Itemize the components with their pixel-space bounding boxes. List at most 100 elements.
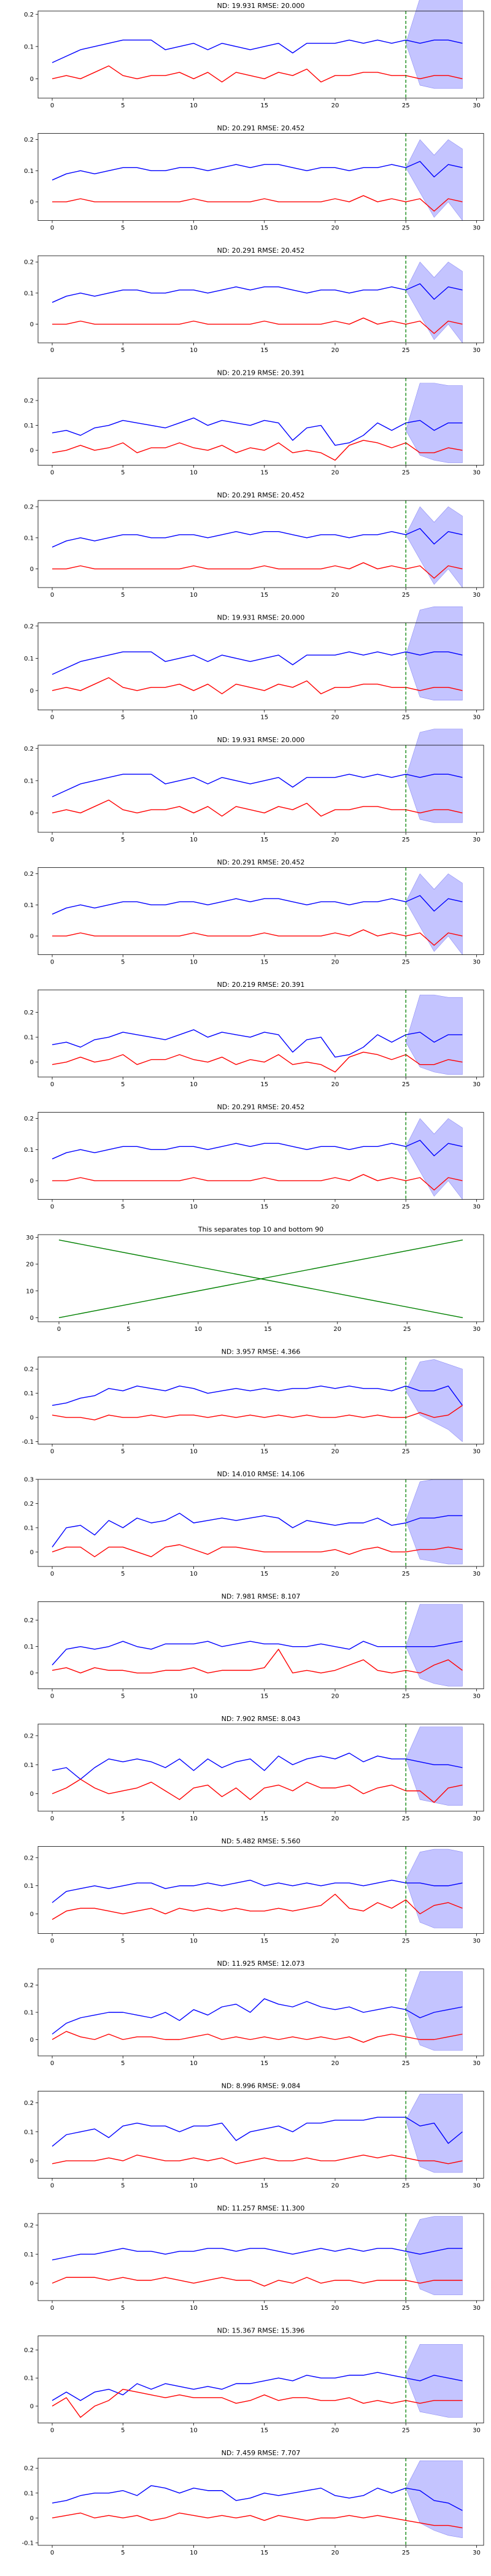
- series-line-primary: [52, 773, 463, 797]
- y-tick-label: 0: [30, 2158, 34, 2165]
- y-tick-label: 0.2: [24, 137, 34, 144]
- y-tick-label: 0: [30, 2515, 34, 2522]
- x-tick-label: 15: [260, 1449, 268, 1455]
- chart-title: ND: 7.459 RMSE: 7.707: [222, 2449, 301, 2457]
- chart-panel: ND: 15.367 RMSE: 15.396 0 5 10 15 20 25 30 0 0.1 0…: [24, 2327, 484, 2434]
- x-tick-label: 5: [121, 592, 125, 599]
- chart-panel: ND: 20.219 RMSE: 20.391 0 5 10 15 20 25 30 0 0.1 0…: [24, 369, 484, 477]
- x-tick-label: 30: [473, 1571, 481, 1577]
- x-tick-label: 5: [121, 2183, 125, 2190]
- x-tick-label: 5: [121, 1571, 125, 1577]
- x-tick-label: 30: [473, 837, 481, 843]
- x-tick-label: 20: [331, 1204, 339, 1211]
- y-tick-label: 0.1: [24, 2010, 34, 2017]
- x-tick-label: 5: [121, 2550, 125, 2556]
- x-tick-label: 10: [190, 2550, 198, 2556]
- y-tick-label: 0.1: [24, 168, 34, 175]
- series-line-primary: [52, 895, 463, 915]
- x-tick-label: 20: [331, 2428, 339, 2434]
- chart-title: ND: 19.931 RMSE: 20.000: [217, 2, 305, 10]
- forecast-band: [405, 1849, 463, 1928]
- forecast-band: [405, 2093, 463, 2173]
- y-tick-label: 0: [30, 2037, 34, 2044]
- x-tick-label: 0: [50, 837, 54, 843]
- y-tick-label: 0.2: [24, 1855, 34, 1861]
- x-tick-label: 20: [331, 470, 339, 477]
- chart-panel: This separates top 10 and bottom 90 0 5 10 1…: [26, 1225, 484, 1333]
- y-tick-label: 20: [26, 1262, 34, 1268]
- y-tick-label: 0.1: [24, 2252, 34, 2258]
- y-tick-label: 0.1: [24, 656, 34, 662]
- series-line-primary: [52, 2372, 463, 2401]
- x-tick-label: 30: [473, 1081, 481, 1088]
- y-tick-label: 0: [30, 810, 34, 817]
- y-tick-label: 0.2: [24, 2466, 34, 2472]
- x-tick-label: 20: [331, 2060, 339, 2067]
- forecast-band: [405, 994, 463, 1075]
- y-tick-label: 0.2: [24, 1116, 34, 1122]
- x-tick-label: 20: [331, 1571, 339, 1577]
- y-tick-label: -0.1: [21, 1439, 34, 1446]
- x-tick-label: 15: [260, 1938, 268, 1945]
- x-tick-label: 10: [190, 1081, 198, 1088]
- series-line-secondary: [52, 799, 463, 817]
- series-line-secondary: [52, 1544, 463, 1557]
- x-tick-label: 5: [121, 959, 125, 966]
- plot-frame: [37, 133, 484, 221]
- x-tick-label: 0: [50, 1815, 54, 1822]
- chart-panel: ND: 20.291 RMSE: 20.452 0 5 10 15 20 25 30 0 0.1 0…: [24, 125, 484, 232]
- chart-panel: ND: 20.291 RMSE: 20.452 0 5 10 15 20 25 30 0 0.1 0…: [24, 1103, 484, 1211]
- x-tick-label: 10: [190, 470, 198, 477]
- plot-frame: [37, 10, 484, 99]
- chart-panel: ND: 11.257 RMSE: 11.300 0 5 10 15 20 25 30 0 0.1 0…: [24, 2204, 484, 2312]
- x-tick-label: 10: [190, 1449, 198, 1455]
- y-tick-label: 10: [26, 1288, 34, 1295]
- y-tick-label: 0.2: [24, 1617, 34, 1624]
- chart-title: ND: 20.291 RMSE: 20.452: [217, 491, 305, 499]
- forecast-band: [405, 873, 463, 956]
- plot-frame: [37, 1479, 484, 1567]
- chart-title: ND: 5.482 RMSE: 5.560: [222, 1838, 301, 1846]
- x-tick-label: 25: [402, 1081, 410, 1088]
- y-tick-label: 0.3: [24, 1477, 34, 1484]
- plot-frame: [37, 745, 484, 833]
- x-tick-label: 10: [190, 2060, 198, 2067]
- x-tick-label: 15: [260, 959, 268, 966]
- x-tick-label: 15: [264, 1326, 272, 1333]
- x-tick-label: 30: [473, 2428, 481, 2434]
- y-tick-label: 0: [30, 2404, 34, 2410]
- y-tick-label: 0: [30, 566, 34, 573]
- y-tick-label: 0.1: [24, 1762, 34, 1769]
- y-tick-label: -0.1: [21, 2540, 34, 2547]
- series-line-secondary: [52, 929, 463, 946]
- chart-title: ND: 14.010 RMSE: 14.106: [217, 1470, 305, 1478]
- y-tick-label: 0.1: [24, 1035, 34, 1041]
- y-tick-label: 0.1: [24, 2490, 34, 2497]
- x-tick-label: 15: [260, 2183, 268, 2190]
- plot-frame: [37, 1112, 484, 1200]
- x-tick-label: 5: [121, 1449, 125, 1455]
- series-line-secondary: [52, 2388, 463, 2418]
- x-tick-label: 15: [260, 1571, 268, 1577]
- chart-panel: ND: 20.291 RMSE: 20.452 0 5 10 15 20 25 30 0 0.1 0…: [24, 247, 484, 354]
- x-tick-label: 5: [121, 1693, 125, 1700]
- y-tick-label: 0.1: [24, 423, 34, 429]
- x-tick-label: 0: [50, 102, 54, 109]
- y-tick-label: 0.1: [24, 778, 34, 784]
- plot-frame: [37, 867, 484, 955]
- x-tick-label: 15: [260, 2060, 268, 2067]
- series-line-primary: [52, 2485, 463, 2511]
- x-tick-label: 20: [331, 592, 339, 599]
- x-tick-label: 10: [190, 2305, 198, 2312]
- forecast-band: [405, 2460, 463, 2539]
- series-line-primary: [52, 1140, 463, 1160]
- x-tick-label: 5: [121, 347, 125, 354]
- x-tick-label: 10: [190, 837, 198, 843]
- x-tick-label: 10: [190, 959, 198, 966]
- y-tick-label: 0.1: [24, 902, 34, 909]
- series-line-primary: [52, 1752, 463, 1780]
- x-tick-label: 0: [57, 1326, 61, 1333]
- series-line-secondary: [52, 2512, 463, 2529]
- chart-panel: ND: 7.981 RMSE: 8.107 0 5 10 15 20 25 30 0 0.1 0.2: [24, 1593, 484, 1700]
- x-tick-label: 25: [402, 225, 410, 232]
